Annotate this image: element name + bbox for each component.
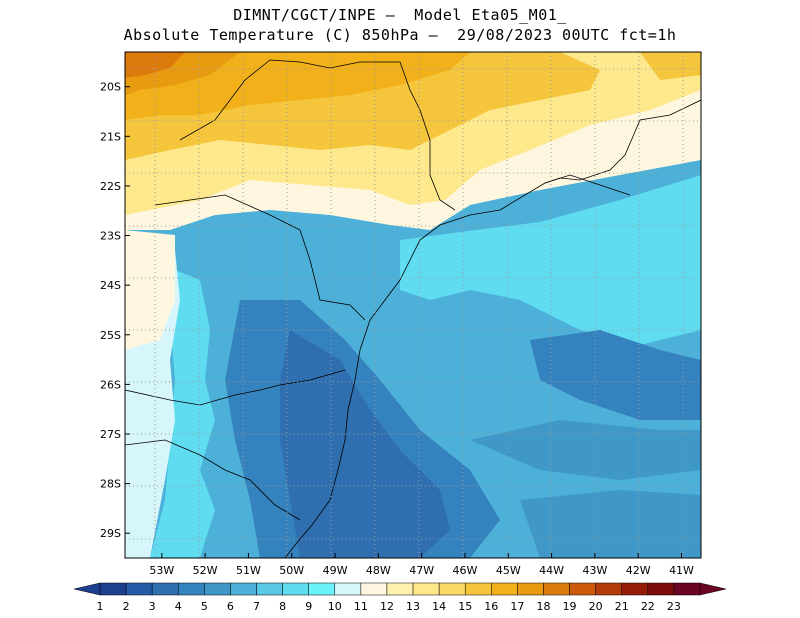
state-border-sc <box>125 439 301 521</box>
colorbar-swatch <box>230 582 257 596</box>
lon-label: 44W <box>539 564 564 577</box>
colorbar-swatch <box>178 582 205 596</box>
colorbar-swatch <box>412 582 440 596</box>
lat-label: 20S <box>100 81 121 94</box>
colorbar-swatch <box>464 582 492 596</box>
colorbar: 1 2 3 4 5 6 7 8 9 10 11 12 13 14 15 16 17 18 19 20 21 22 23 <box>73 582 727 613</box>
colorbar-arrow-low <box>73 582 101 596</box>
colorbar-swatch <box>256 582 283 596</box>
colorbar-swatch <box>647 582 675 596</box>
coastline <box>284 99 701 558</box>
colorbar-swatch <box>151 582 179 596</box>
colorbar-label: 19 <box>563 600 577 613</box>
colorbar-swatch <box>491 582 518 596</box>
colorbar-swatch <box>438 582 466 596</box>
colorbar-label: 8 <box>279 600 286 613</box>
colorbar-label: 6 <box>227 600 234 613</box>
latitude-axis: 20S 21S 22S 23S 24S 25S 26S 27S 28S 29S <box>100 81 130 540</box>
temperature-field <box>125 52 701 558</box>
state-border-mg <box>179 59 456 211</box>
lon-label: 50W <box>279 564 304 577</box>
lat-label: 28S <box>100 478 121 491</box>
colorbar-swatch <box>360 582 388 596</box>
lat-label: 23S <box>100 230 121 243</box>
state-border-pr <box>125 369 346 406</box>
colorbar-label: 4 <box>175 600 182 613</box>
colorbar-swatch <box>334 582 362 596</box>
map-frame <box>124 51 702 559</box>
colorbar-label: 9 <box>305 600 312 613</box>
colorbar-label: 18 <box>536 600 550 613</box>
colorbar-label: 15 <box>458 600 472 613</box>
colorbar-swatch <box>308 582 336 596</box>
lon-label: 52W <box>193 564 218 577</box>
lon-label: 41W <box>669 564 694 577</box>
temp-band-4 <box>530 330 701 420</box>
lat-label: 24S <box>100 279 121 292</box>
temp-band-15 <box>640 52 701 80</box>
colorbar-swatch <box>282 582 309 596</box>
colorbar-label: 22 <box>641 600 655 613</box>
lon-label: 46W <box>453 564 478 577</box>
lat-label: 21S <box>100 130 121 143</box>
colorbar-label: 5 <box>201 600 208 613</box>
colorbar-swatch <box>125 582 153 596</box>
graticule <box>125 52 701 558</box>
colorbar-label: 10 <box>328 600 342 613</box>
lon-label: 47W <box>409 564 434 577</box>
temp-band-3 <box>280 330 450 558</box>
colorbar-swatch <box>595 582 622 596</box>
lon-label: 49W <box>323 564 348 577</box>
colorbar-swatch <box>673 582 701 596</box>
longitude-axis: 53W 52W 51W 50W 49W 48W 47W 46W 45W 44W 43W 42W 41W <box>149 553 694 577</box>
lat-label: 27S <box>100 428 121 441</box>
colorbar-label: 16 <box>484 600 498 613</box>
lat-label: 25S <box>100 329 121 342</box>
colorbar-label: 13 <box>406 600 420 613</box>
colorbar-label: 21 <box>615 600 629 613</box>
temp-band-11 <box>125 230 175 350</box>
colorbar-arrow-high <box>699 582 727 596</box>
colorbar-swatch <box>517 582 544 596</box>
temp-band-8 <box>150 270 215 558</box>
colorbar-swatch <box>386 582 414 596</box>
colorbar-label: 20 <box>589 600 603 613</box>
lon-label: 45W <box>496 564 521 577</box>
colorbar-label: 17 <box>510 600 524 613</box>
colorbar-label: 3 <box>149 600 156 613</box>
state-border-sp <box>154 194 366 321</box>
colorbar-label: 1 <box>97 600 104 613</box>
colorbar-swatch <box>621 582 649 596</box>
title-line-2: Absolute Temperature (C) 850hPa — 29/08/… <box>123 26 677 44</box>
lat-label: 22S <box>100 180 121 193</box>
lon-label: 43W <box>582 564 607 577</box>
temp-band-5 <box>470 420 701 480</box>
colorbar-label: 7 <box>253 600 260 613</box>
colorbar-label: 12 <box>380 600 394 613</box>
lon-label: 42W <box>626 564 651 577</box>
lon-label: 51W <box>236 564 261 577</box>
colorbar-swatch <box>99 582 127 596</box>
colorbar-label: 14 <box>432 600 446 613</box>
lon-label: 48W <box>366 564 391 577</box>
lat-label: 26S <box>100 378 121 391</box>
title-line-1: DIMNT/CGCT/INPE — Model Eta05_M01_ <box>233 6 567 24</box>
temp-band-5 <box>520 490 701 558</box>
political-boundaries <box>125 59 701 558</box>
colorbar-label: 2 <box>123 600 130 613</box>
colorbar-swatch <box>204 582 231 596</box>
colorbar-swatch <box>543 582 570 596</box>
lat-label: 29S <box>100 527 121 540</box>
colorbar-swatch <box>569 582 596 596</box>
state-border-rj <box>544 174 631 196</box>
colorbar-label: 11 <box>354 600 368 613</box>
lon-label: 53W <box>149 564 174 577</box>
colorbar-label: 23 <box>667 600 681 613</box>
